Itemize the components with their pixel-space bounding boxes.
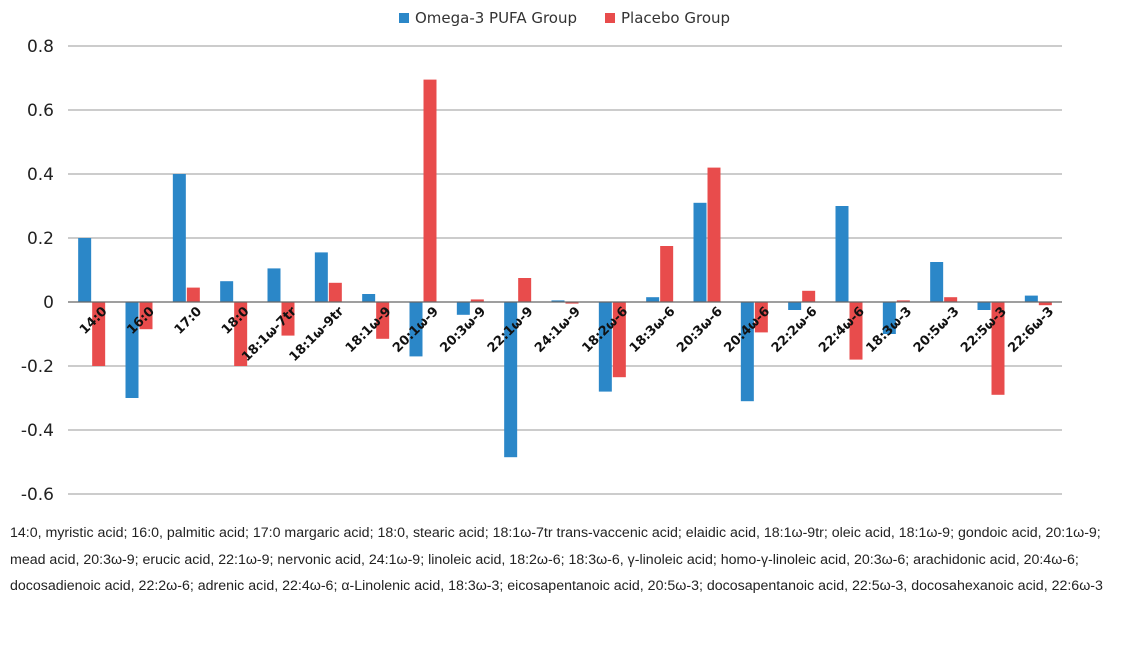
bar-chart: 0.80.60.40.20-0.2-0.4-0.614:0 16:0 17:0 18:… [21,37,1062,505]
bar-omega3 [314,252,328,302]
bar-omega3 [977,302,991,310]
legend-swatch-placebo [605,13,616,23]
y-tick-label: 0.4 [27,165,54,185]
bar-omega3 [409,302,423,357]
bar-placebo [518,278,532,302]
bar-placebo [328,282,342,302]
y-tick-label: -0.4 [21,421,54,441]
bar-placebo [234,302,248,366]
bar-omega3 [362,294,376,302]
bar-placebo [991,302,1005,395]
chart-legend: Omega-3 PUFA Group Placebo Group [0,7,1129,29]
bar-placebo [944,297,958,302]
bar-placebo [470,299,484,302]
bar-omega3 [504,302,518,458]
bar-omega3 [220,281,234,302]
bar-omega3 [267,268,281,302]
legend-item-placebo: Placebo Group [605,9,730,27]
bar-placebo [1038,302,1052,306]
bar-placebo [849,302,863,360]
legend-label-omega3: Omega-3 PUFA Group [414,9,578,27]
y-tick-label: -0.6 [21,485,54,505]
bar-placebo [754,302,768,333]
legend-item-omega3: Omega-3 PUFA Group [398,9,578,27]
x-category-label: 18:3ω-6 [627,304,679,356]
bar-placebo [139,302,153,330]
bar-placebo [92,302,106,366]
bar-omega3 [598,302,612,392]
bar-omega3 [646,297,660,302]
y-tick-label: 0.6 [27,101,54,121]
bar-placebo [660,246,674,302]
x-category-label: 22:6ω-3 [1005,304,1057,356]
y-tick-label: 0 [43,293,54,313]
bar-omega3 [740,302,754,402]
legend-label-placebo: Placebo Group [621,9,731,27]
bar-omega3 [1024,295,1038,302]
bar-placebo [186,287,200,302]
x-category-label: 20:5ω-3 [911,304,963,356]
bar-placebo [376,302,390,339]
bar-placebo [423,79,437,302]
bar-omega3 [78,238,92,302]
bar-omega3 [835,206,849,302]
x-category-label: 20:3ω-6 [674,304,726,356]
bar-placebo [707,167,721,302]
bar-omega3 [125,302,139,398]
bar-placebo [612,302,626,378]
bar-omega3 [693,202,707,302]
bar-omega3 [456,302,470,315]
bar-omega3 [172,174,186,302]
y-tick-label: -0.2 [21,357,54,377]
bar-placebo [802,290,816,302]
bar-omega3 [930,262,944,302]
bar-placebo [281,302,295,336]
legend-swatch-omega3 [398,13,409,23]
bar-omega3 [882,302,896,334]
x-category-label: 22:2ω-6 [769,304,821,356]
x-category-label: 24:1ω-9 [532,304,584,356]
bar-omega3 [551,300,565,302]
bar-placebo [896,300,910,302]
bar-placebo [565,302,579,304]
x-category-label: 17:0 [172,304,205,337]
y-tick-label: 0.2 [27,229,54,249]
footnote: 14:0, myristic acid; 16:0, palmitic acid… [10,525,1103,594]
y-tick-label: 0.8 [27,37,54,57]
bar-omega3 [788,302,802,310]
